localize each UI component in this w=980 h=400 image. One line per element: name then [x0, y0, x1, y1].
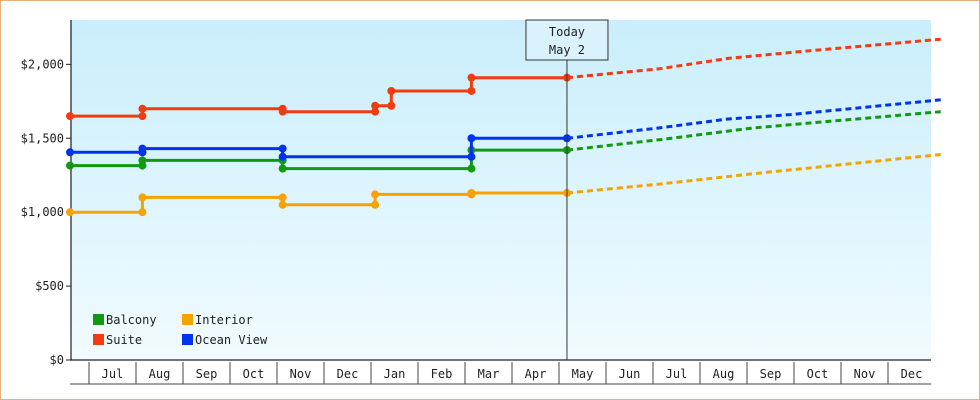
x-tick-label: Aug [149, 367, 171, 381]
data-point[interactable] [278, 200, 287, 209]
x-tick-label: Apr [525, 367, 547, 381]
x-tick-label: Oct [807, 367, 829, 381]
data-point[interactable] [278, 164, 287, 173]
y-tick-label: $2,000 [21, 57, 64, 71]
y-tick-label: $0 [50, 353, 64, 367]
data-point[interactable] [278, 152, 287, 161]
data-point[interactable] [467, 188, 476, 197]
data-point[interactable] [467, 164, 476, 173]
legend-swatch [182, 314, 193, 325]
series-interior [66, 153, 941, 217]
series-ocean-view [66, 98, 941, 161]
data-point[interactable] [467, 134, 476, 143]
forecast-line [566, 37, 941, 80]
data-point[interactable] [278, 193, 287, 202]
x-tick-label: Feb [431, 367, 453, 381]
forecast-line [566, 153, 941, 195]
legend-item-balcony[interactable]: Balcony [93, 313, 157, 327]
y-tick-label: $1,000 [21, 205, 64, 219]
data-point[interactable] [371, 107, 380, 116]
forecast-line [566, 110, 941, 152]
legend-label: Interior [195, 313, 253, 327]
legend-swatch [93, 334, 104, 345]
x-tick-label: Jul [666, 367, 688, 381]
x-tick-label: Dec [337, 367, 359, 381]
legend-swatch [182, 334, 193, 345]
today-marker: Today May 2 [525, 19, 609, 360]
data-point[interactable] [66, 161, 74, 170]
x-tick-label: Sep [760, 367, 782, 381]
x-tick-label: Jun [619, 367, 641, 381]
today-box [525, 19, 609, 61]
x-tick-label: Oct [243, 367, 265, 381]
x-tick-label: May [572, 367, 594, 381]
legend-item-suite[interactable]: Suite [93, 333, 142, 347]
legend: Balcony Interior Suite Ocean View [93, 313, 268, 347]
data-point[interactable] [138, 144, 147, 153]
legend-item-ocean-view[interactable]: Ocean View [182, 333, 268, 347]
data-point[interactable] [278, 107, 287, 116]
data-point[interactable] [467, 86, 476, 95]
data-point[interactable] [66, 208, 74, 217]
x-tick-boxes: Jul Aug Sep Oct Nov Dec Jan Feb Mar Apr May Jun Jul A… [70, 362, 931, 385]
x-tick-label: Sep [196, 367, 218, 381]
series-suite [66, 37, 941, 121]
plot-area [70, 20, 931, 360]
data-point[interactable] [371, 101, 380, 110]
data-point[interactable] [278, 144, 287, 153]
today-date: May 2 [549, 43, 585, 57]
y-tick-label: $500 [35, 279, 64, 293]
data-point[interactable] [371, 200, 380, 209]
data-point[interactable] [138, 112, 147, 121]
data-point[interactable] [138, 104, 147, 113]
data-point[interactable] [138, 156, 147, 165]
x-tick-label: Aug [713, 367, 735, 381]
x-tick-label: Mar [478, 367, 500, 381]
x-tick-label: Nov [854, 367, 876, 381]
data-point[interactable] [467, 73, 476, 82]
x-tick-label: Nov [290, 367, 312, 381]
data-point[interactable] [387, 101, 396, 110]
data-point[interactable] [138, 193, 147, 202]
legend-label: Suite [106, 333, 142, 347]
axes: $0 $500 $1,000 $1,500 $2,000 [21, 20, 931, 367]
legend-label: Balcony [106, 313, 157, 327]
data-point[interactable] [66, 148, 74, 157]
x-tick-label: Jan [384, 367, 406, 381]
data-point[interactable] [387, 86, 396, 95]
today-label: Today [549, 25, 585, 39]
x-tick-label: Dec [901, 367, 923, 381]
x-tick-label: Jul [102, 367, 124, 381]
series-lines [66, 37, 941, 217]
y-tick-label: $1,500 [21, 131, 64, 145]
data-point[interactable] [138, 208, 147, 217]
legend-swatch [93, 314, 104, 325]
data-point[interactable] [467, 152, 476, 161]
data-point[interactable] [66, 112, 74, 121]
legend-item-interior[interactable]: Interior [182, 313, 253, 327]
data-point[interactable] [371, 190, 380, 199]
forecast-line [566, 98, 941, 140]
legend-label: Ocean View [195, 333, 268, 347]
